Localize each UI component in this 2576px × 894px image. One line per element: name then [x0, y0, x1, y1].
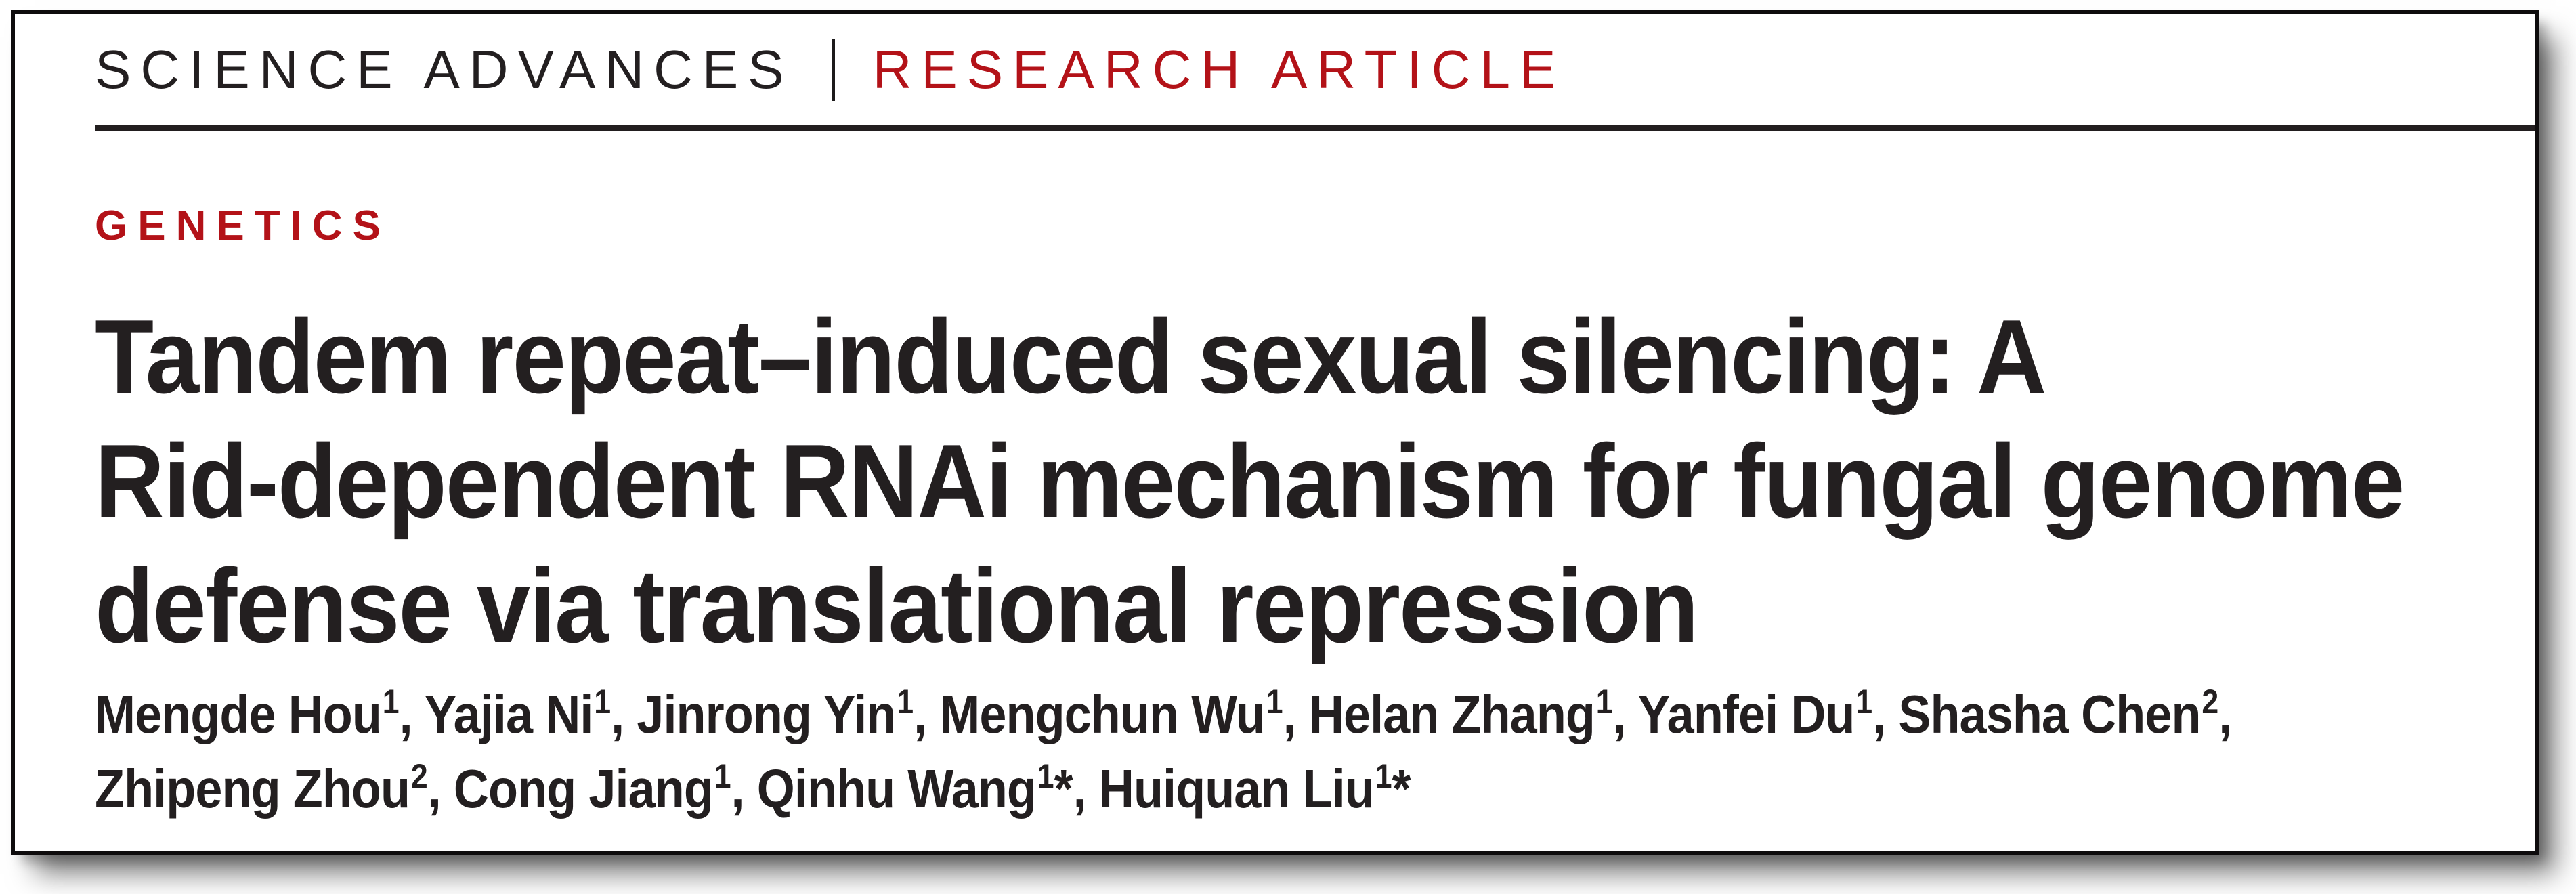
masthead-divider-bar [831, 39, 835, 101]
author-affiliation-sup: 1 [1266, 683, 1283, 721]
author-affiliation-sup: 1 [1037, 757, 1054, 796]
author-line: Mengde Hou1, Yajia Ni1, Jinrong Yin1, Me… [95, 681, 2232, 755]
masthead-rule [95, 125, 2535, 131]
author-affiliation-sup: 1 [897, 683, 914, 721]
article-title: Tandem repeat–induced sexual silencing: … [95, 295, 2535, 668]
author-affiliation-sup: 1 [714, 757, 731, 796]
author: Mengde Hou1, [95, 683, 425, 744]
author: Qinhu Wang1*, [756, 757, 1099, 819]
author: Huiquan Liu1* [1098, 757, 1411, 819]
section-label: GENETICS [95, 203, 391, 249]
author-affiliation-sup: 1 [1375, 757, 1392, 796]
author: Jinrong Yin1, [637, 683, 940, 744]
author: Shasha Chen2, [1898, 683, 2232, 744]
author: Helan Zhang1, [1308, 683, 1638, 744]
author: Yajia Ni1, [424, 683, 637, 744]
author-line: Zhipeng Zhou2, Cong Jiang1, Qinhu Wang1*… [95, 755, 2231, 830]
title-line-2: Rid-dependent RNAi mechanism for fungal … [95, 423, 2405, 540]
article-type-label: RESEARCH ARTICLE [872, 39, 1566, 100]
author-affiliation-sup: 1 [382, 683, 400, 721]
author: Zhipeng Zhou2, [95, 757, 454, 819]
author-affiliation-sup: 1 [594, 683, 611, 721]
author-affiliation-sup: 1 [1595, 683, 1613, 721]
author-affiliation-sup: 1 [1855, 683, 1873, 721]
author: Mengchun Wu1, [939, 683, 1309, 744]
author-affiliation-sup: 2 [410, 757, 428, 796]
corresponding-author-asterisk: * [1392, 759, 1411, 819]
title-line-3: defense via translational repression [95, 547, 1699, 664]
journal-masthead: SCIENCE ADVANCES RESEARCH ARTICLE [95, 37, 1565, 102]
author-affiliation-sup: 2 [2202, 683, 2219, 721]
author: Cong Jiang1, [453, 757, 757, 819]
author-list: Mengde Hou1, Yajia Ni1, Jinrong Yin1, Me… [95, 681, 2469, 830]
journal-name: SCIENCE ADVANCES [95, 39, 794, 100]
article-header-card: SCIENCE ADVANCES RESEARCH ARTICLE GENETI… [11, 10, 2539, 855]
corresponding-author-asterisk: * [1054, 759, 1073, 819]
title-line-1: Tandem repeat–induced sexual silencing: … [95, 298, 2046, 415]
author: Yanfei Du1, [1637, 683, 1899, 744]
